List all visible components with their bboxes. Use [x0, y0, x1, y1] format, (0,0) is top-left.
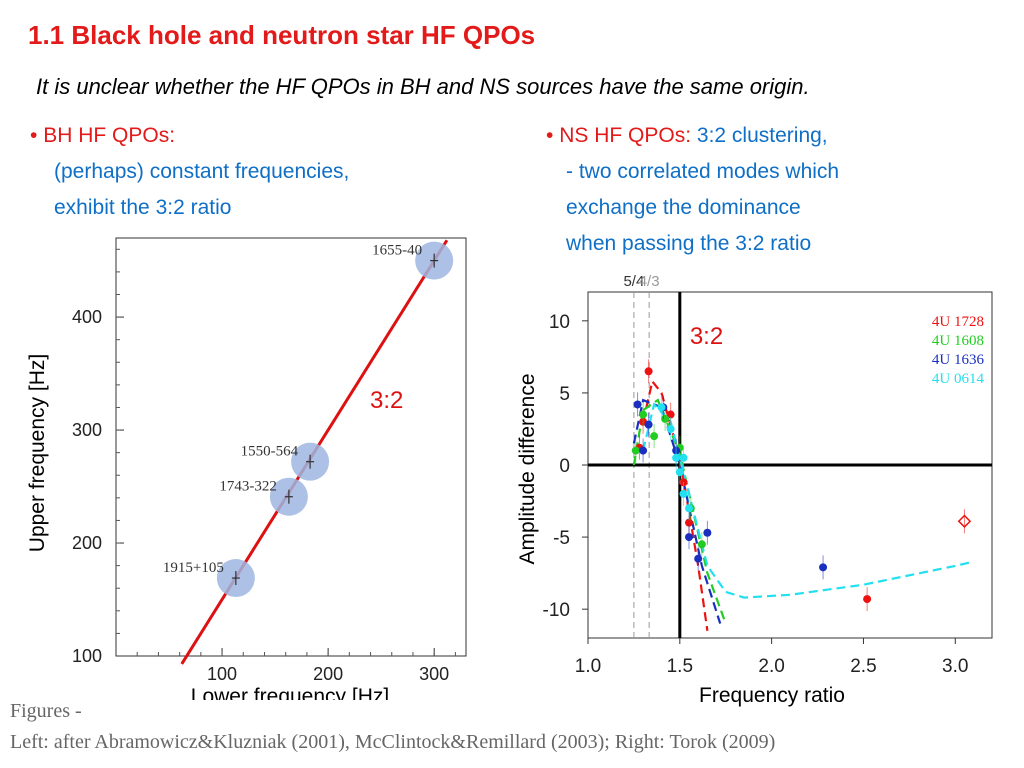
ns-amplitude-chart: 5/44/3 4U 1728 4U 1608 4U 1636 4U 0614 1.0 1… [516, 273, 993, 707]
data-point [666, 410, 675, 419]
bh-frequency-chart: 100 200 300 100 200 300 400 3:2 1655-40 1550-56… [26, 237, 467, 700]
slide-title: 1.1 Black hole and neutron star HF QPOs [28, 20, 536, 50]
data-point [675, 468, 684, 477]
legend-entry: 4U 1728 [932, 314, 984, 330]
ns-heading-suffix: 3:2 clustering, [696, 124, 828, 147]
data-point [644, 367, 653, 376]
x-tick-label: 3.0 [942, 656, 968, 677]
x-tick-label: 300 [419, 664, 449, 684]
ns-heading: NS HF QPOs: [559, 124, 692, 147]
y-tick-label: -10 [543, 600, 570, 621]
source-label: 1915+105 [163, 560, 224, 576]
bh-chart-frame [115, 237, 467, 657]
data-point [661, 414, 670, 423]
y-axis-label: Upper frequency [Hz] [26, 354, 49, 552]
ratio-line-label: 3:2 [370, 387, 403, 414]
legend-entry: 4U 0614 [932, 371, 985, 387]
bh-heading: BH HF QPOs: [43, 124, 176, 147]
ns-bullet: • NS HF QPOs: 3:2 clustering, - two corr… [546, 118, 839, 262]
slide-subtitle: It is unclear whether the HF QPOs in BH … [36, 74, 810, 99]
y-tick-label: 200 [72, 533, 102, 553]
y-tick-label: 400 [72, 307, 102, 327]
x-axis-label-right: Frequency ratio [699, 684, 845, 707]
data-point [697, 540, 706, 549]
caption-line-2: Left: after Abramowicz&Kluzniak (2001), … [10, 731, 776, 753]
legend-entry: 4U 1608 [932, 333, 984, 349]
series-fit-curve [632, 398, 722, 624]
bh-line-2: exhibit the 3:2 ratio [54, 196, 232, 219]
source-label: 1655-40 [372, 243, 422, 259]
data-point [657, 403, 666, 412]
y-tick-label: 100 [72, 646, 102, 666]
x-axis-label: Lower frequency [Hz] [191, 685, 389, 700]
y-tick-label: -5 [553, 528, 570, 549]
source-label: 1550-564 [241, 444, 299, 460]
bh-bullet: • BH HF QPOs: (perhaps) constant frequen… [30, 118, 349, 226]
y-axis-label-right: Amplitude difference [516, 373, 539, 564]
data-point [672, 453, 681, 462]
data-point [685, 533, 693, 542]
x-tick-label: 2.5 [850, 656, 876, 677]
y-tick-label: 0 [559, 456, 570, 477]
data-point [631, 446, 640, 455]
data-point [685, 504, 693, 513]
x-tick-label: 200 [313, 664, 343, 684]
data-point [639, 446, 648, 455]
data-point [957, 514, 972, 528]
ns-bullet-marker: • [546, 124, 554, 147]
data-point [650, 432, 659, 441]
ratio-ref-label: 4/3 [639, 273, 660, 290]
y-tick-label: 5 [559, 384, 570, 405]
y-tick-label: 10 [549, 312, 570, 333]
ratio-3-2-label: 3:2 [690, 323, 723, 350]
data-point [685, 518, 693, 527]
data-point [694, 554, 703, 563]
y-tick-label: 300 [72, 420, 102, 440]
caption-line-1: Figures - [10, 700, 82, 722]
data-point [819, 563, 828, 572]
x-tick-label: 100 [207, 664, 237, 684]
bh-bullet-marker: • [30, 124, 38, 147]
series-fit-curve [642, 402, 974, 599]
ns-line-3: when passing the 3:2 ratio [566, 232, 812, 255]
ns-line-1: - two correlated modes which [566, 160, 840, 183]
bh-line-1: (perhaps) constant frequencies, [54, 160, 350, 183]
data-point [703, 528, 712, 537]
data-point [639, 410, 648, 419]
source-label: 1743-322 [219, 479, 277, 495]
x-tick-label: 1.5 [667, 656, 693, 677]
ns-line-2: exchange the dominance [566, 196, 801, 219]
ratio-ref-label: 5/4 [623, 273, 644, 290]
data-point [633, 400, 642, 409]
data-point [679, 453, 688, 462]
data-point [863, 595, 872, 604]
legend-entry: 4U 1636 [932, 352, 985, 368]
data-point [644, 420, 653, 429]
series-fit-curve [642, 378, 709, 631]
data-point [666, 424, 675, 433]
x-tick-label: 1.0 [575, 656, 601, 677]
x-tick-label: 2.0 [758, 656, 784, 677]
data-point [679, 489, 688, 498]
